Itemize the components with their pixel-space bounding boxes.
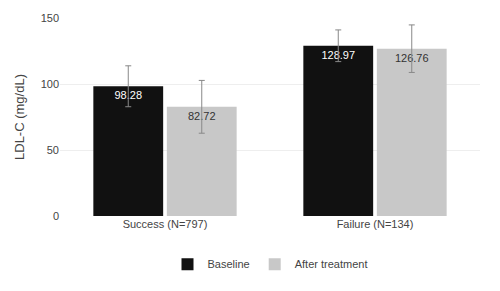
svg-text:50: 50: [47, 144, 59, 156]
svg-text:0: 0: [53, 210, 59, 222]
svg-text:After treatment: After treatment: [295, 258, 368, 270]
svg-text:Success (N=797): Success (N=797): [123, 218, 208, 230]
svg-text:LDL-C (mg/dL): LDL-C (mg/dL): [12, 74, 27, 160]
svg-text:100: 100: [41, 78, 59, 90]
svg-text:150: 150: [41, 12, 59, 24]
svg-text:Baseline: Baseline: [208, 258, 250, 270]
svg-text:Failure (N=134): Failure (N=134): [337, 218, 414, 230]
svg-text:82.72: 82.72: [188, 110, 216, 122]
svg-text:128.97: 128.97: [321, 49, 355, 61]
svg-text:126.76: 126.76: [395, 52, 429, 64]
svg-text:98.28: 98.28: [114, 89, 142, 101]
